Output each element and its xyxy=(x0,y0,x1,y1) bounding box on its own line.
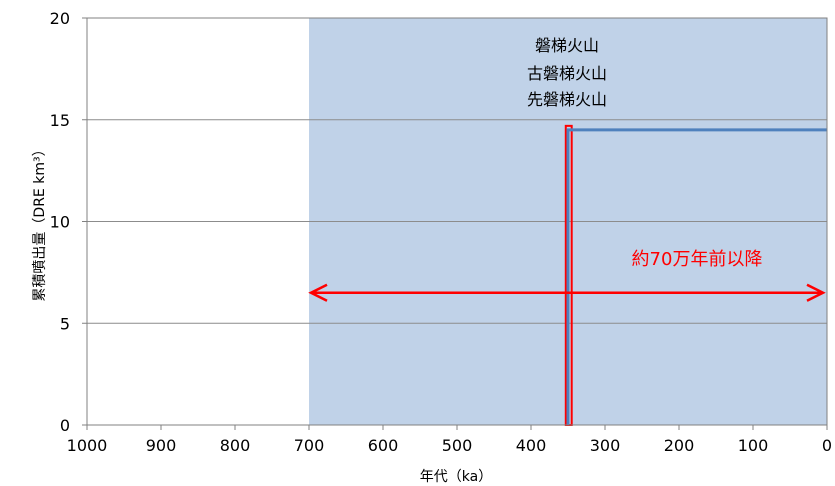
volcano-label-1: 磐梯火山 xyxy=(535,36,599,55)
y-tick-label-10: 10 xyxy=(50,213,70,232)
annotation-layer xyxy=(308,283,826,302)
x-tick-label-1000: 1000 xyxy=(67,436,108,455)
volcano-label-group: 磐梯火山 古磐梯火山 先磐梯火山 xyxy=(527,36,607,109)
x-tick-label-500: 500 xyxy=(442,436,473,455)
x-tick-label-700: 700 xyxy=(294,436,325,455)
x-tick-label-800: 800 xyxy=(220,436,251,455)
x-tick-label-0: 0 xyxy=(822,436,832,455)
annotation-text: 約70万年前以降 xyxy=(632,249,763,270)
y-tick-label-20: 20 xyxy=(50,9,70,28)
annotation-arrowhead-right xyxy=(806,283,826,302)
y-tick-label-5: 5 xyxy=(60,314,70,333)
x-tick-label-900: 900 xyxy=(146,436,177,455)
series-line-0 xyxy=(566,128,827,425)
volcano-label-3: 先磐梯火山 xyxy=(527,90,607,109)
volcano-label-2: 古磐梯火山 xyxy=(527,64,607,83)
x-tick-label-400: 400 xyxy=(516,436,547,455)
x-tick-label-100: 100 xyxy=(738,436,769,455)
x-tick-label-300: 300 xyxy=(590,436,621,455)
x-tick-label-200: 200 xyxy=(664,436,695,455)
annotation-arrowhead-left xyxy=(308,283,328,302)
x-tick-label-600: 600 xyxy=(368,436,399,455)
y-axis-label: 累積噴出量（DRE km³） xyxy=(32,142,48,301)
y-tick-label-15: 15 xyxy=(50,111,70,130)
x-axis-label: 年代（ka） xyxy=(420,469,492,485)
y-tick-label-0: 0 xyxy=(60,416,70,435)
